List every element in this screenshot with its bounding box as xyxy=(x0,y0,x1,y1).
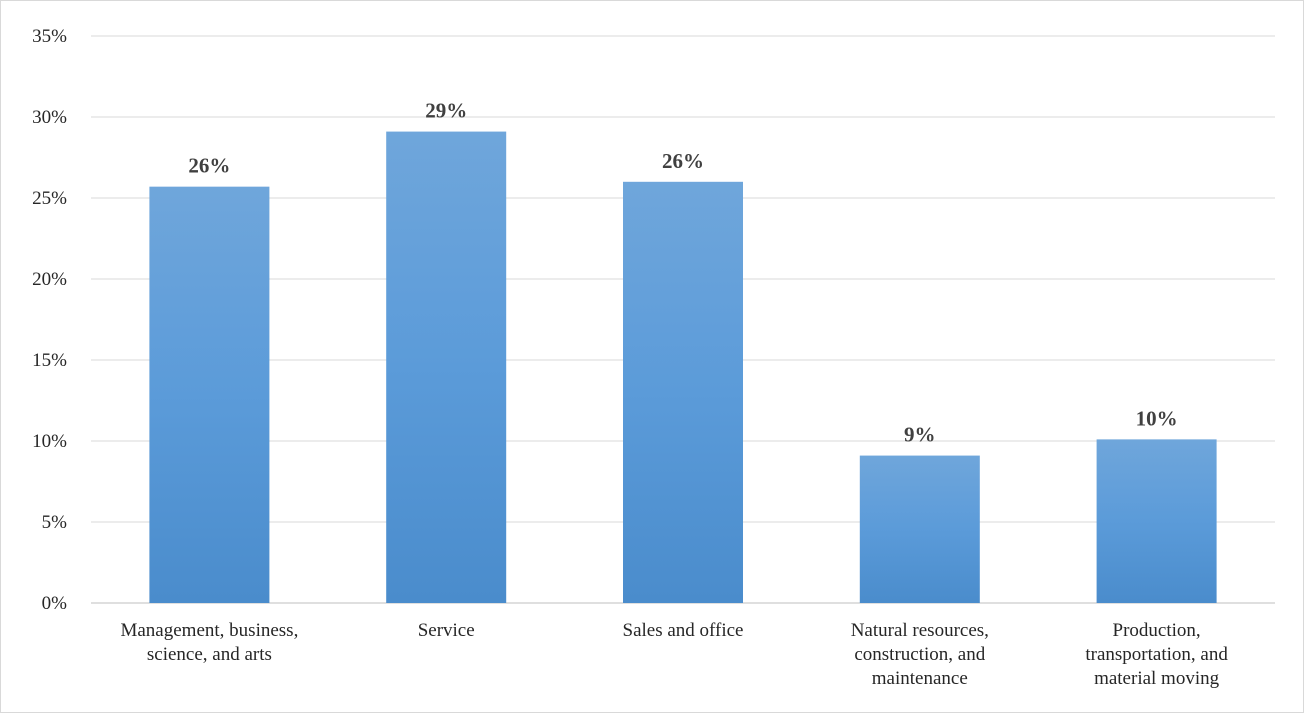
data-labels: 26% 29% 26% 9% 10% xyxy=(188,99,1177,447)
bar xyxy=(149,186,270,603)
y-tick-label: 0% xyxy=(42,593,68,614)
y-tick-label: 10% xyxy=(32,431,67,452)
category-label: Production, transportation, and material m… xyxy=(1085,620,1228,689)
data-label: 10% xyxy=(1136,406,1178,430)
bars xyxy=(149,131,1217,604)
bar xyxy=(1096,439,1217,603)
y-tick-label: 20% xyxy=(32,269,67,290)
data-label: 26% xyxy=(662,149,704,173)
data-label: 29% xyxy=(425,99,467,123)
y-tick-label: 15% xyxy=(32,350,67,371)
y-tick-label: 30% xyxy=(32,107,67,128)
x-axis-category-labels: Management, business, science, and arts Se… xyxy=(120,620,1228,689)
y-axis-tick-labels: 0% 5% 10% 15% 20% 25% 30% 35% xyxy=(32,26,67,614)
bar xyxy=(859,455,980,603)
category-label: Sales and office xyxy=(623,620,744,641)
y-tick-label: 35% xyxy=(32,26,67,47)
y-tick-label: 25% xyxy=(32,188,67,209)
category-label: Natural resources, construction, and maint… xyxy=(851,620,989,689)
data-label: 9% xyxy=(904,423,936,447)
category-label: Service xyxy=(418,620,475,641)
bar xyxy=(386,131,507,603)
bar xyxy=(623,181,743,604)
data-label: 26% xyxy=(188,154,230,178)
y-tick-label: 5% xyxy=(42,512,68,533)
category-label: Management, business, science, and arts xyxy=(120,620,298,665)
